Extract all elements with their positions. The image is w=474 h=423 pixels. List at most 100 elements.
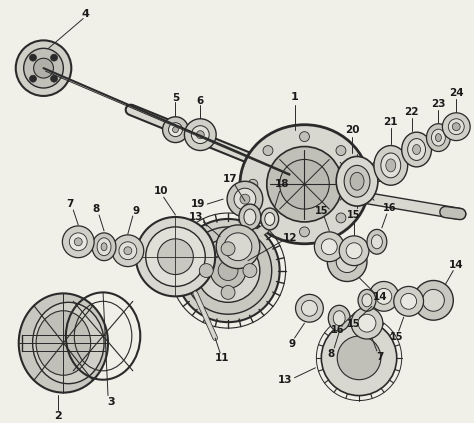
Text: 15: 15 — [347, 319, 361, 329]
Circle shape — [184, 227, 272, 314]
Circle shape — [336, 213, 346, 223]
Circle shape — [224, 233, 252, 261]
Circle shape — [34, 58, 54, 78]
Text: 11: 11 — [215, 353, 229, 363]
Text: 2: 2 — [55, 412, 62, 421]
Circle shape — [221, 286, 235, 299]
Ellipse shape — [381, 153, 401, 178]
Circle shape — [358, 314, 376, 332]
Circle shape — [169, 123, 182, 137]
Circle shape — [112, 235, 144, 266]
Text: 5: 5 — [172, 93, 179, 103]
Ellipse shape — [18, 294, 108, 393]
Circle shape — [263, 213, 273, 223]
Circle shape — [300, 132, 310, 142]
Circle shape — [136, 217, 215, 297]
Circle shape — [295, 294, 323, 322]
Text: 9: 9 — [288, 339, 295, 349]
Circle shape — [263, 146, 273, 156]
Circle shape — [248, 179, 258, 189]
Circle shape — [422, 289, 444, 311]
Circle shape — [184, 119, 216, 151]
Text: 8: 8 — [328, 349, 335, 359]
Circle shape — [227, 181, 263, 217]
Ellipse shape — [36, 311, 91, 375]
Circle shape — [394, 286, 424, 316]
Circle shape — [452, 123, 460, 131]
Text: 9: 9 — [132, 206, 139, 216]
Circle shape — [442, 113, 470, 140]
Circle shape — [74, 238, 82, 246]
Text: 14: 14 — [449, 260, 464, 269]
Text: 15: 15 — [390, 332, 403, 342]
Text: 7: 7 — [67, 199, 74, 209]
Text: 17: 17 — [223, 174, 237, 184]
Circle shape — [196, 239, 260, 302]
Circle shape — [63, 226, 94, 258]
Circle shape — [196, 131, 204, 139]
Circle shape — [29, 75, 36, 82]
Circle shape — [339, 236, 369, 266]
Text: 3: 3 — [107, 396, 115, 407]
Circle shape — [173, 127, 179, 133]
Ellipse shape — [367, 229, 387, 254]
Circle shape — [221, 242, 235, 255]
Circle shape — [300, 227, 310, 237]
Text: 20: 20 — [345, 125, 359, 135]
Circle shape — [51, 54, 57, 61]
Circle shape — [216, 225, 260, 269]
Circle shape — [346, 243, 362, 258]
Circle shape — [158, 239, 193, 275]
Ellipse shape — [101, 243, 107, 251]
Text: 16: 16 — [383, 203, 397, 213]
Circle shape — [234, 188, 256, 210]
Ellipse shape — [239, 204, 261, 230]
Text: 24: 24 — [449, 88, 464, 98]
Circle shape — [146, 227, 205, 286]
Circle shape — [267, 146, 342, 222]
Circle shape — [119, 242, 137, 260]
Ellipse shape — [372, 235, 383, 249]
Ellipse shape — [408, 139, 426, 160]
Text: 10: 10 — [154, 186, 168, 196]
Circle shape — [218, 261, 238, 280]
Text: 6: 6 — [197, 96, 204, 106]
Ellipse shape — [344, 165, 370, 197]
Text: 14: 14 — [373, 292, 387, 302]
Text: 22: 22 — [404, 107, 419, 117]
Ellipse shape — [431, 129, 446, 146]
Ellipse shape — [386, 159, 396, 172]
Circle shape — [24, 48, 64, 88]
Circle shape — [351, 307, 383, 339]
Text: 13: 13 — [277, 375, 292, 385]
Text: 4: 4 — [81, 8, 89, 19]
Circle shape — [401, 294, 417, 309]
Ellipse shape — [412, 145, 420, 154]
Circle shape — [176, 219, 280, 322]
Circle shape — [69, 233, 87, 251]
Ellipse shape — [261, 208, 279, 230]
Text: 13: 13 — [189, 212, 203, 222]
Circle shape — [243, 264, 257, 277]
Circle shape — [327, 242, 367, 281]
Ellipse shape — [92, 233, 116, 261]
Text: 19: 19 — [191, 199, 206, 209]
Circle shape — [124, 247, 132, 255]
Circle shape — [321, 320, 397, 396]
Text: 18: 18 — [274, 179, 289, 189]
Ellipse shape — [240, 125, 369, 244]
Circle shape — [369, 281, 399, 311]
Text: 15: 15 — [315, 206, 328, 216]
Text: 12: 12 — [283, 233, 297, 243]
Text: 15: 15 — [347, 210, 361, 220]
Circle shape — [163, 117, 188, 143]
Circle shape — [29, 54, 36, 61]
Ellipse shape — [436, 134, 441, 142]
Circle shape — [280, 159, 329, 209]
Text: 23: 23 — [431, 99, 446, 109]
Text: 16: 16 — [330, 325, 344, 335]
Circle shape — [16, 40, 71, 96]
Circle shape — [351, 179, 361, 189]
Circle shape — [336, 251, 358, 272]
Circle shape — [51, 75, 57, 82]
